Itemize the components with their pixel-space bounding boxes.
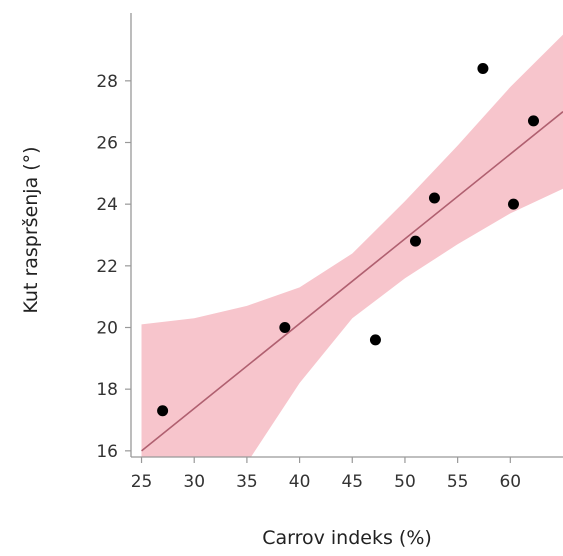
data-point (477, 63, 489, 74)
axes (125, 13, 563, 463)
y-tick-label: 28 (96, 72, 118, 92)
confidence-band-layer (141, 34, 563, 457)
regression-line (141, 111, 563, 452)
y-axis-title: Kut raspršenja (°) (20, 146, 42, 313)
x-tick-label: 25 (131, 472, 153, 492)
data-point (527, 115, 539, 127)
x-axis-title: Carrov indeks (%) (262, 527, 432, 549)
y-tick-label: 16 (96, 442, 118, 462)
y-tick-label: 18 (96, 380, 118, 400)
x-tick-label: 55 (447, 472, 469, 492)
y-tick-label: 20 (96, 319, 118, 339)
x-tick-label: 40 (289, 472, 311, 492)
data-point (428, 192, 440, 204)
y-tick-label: 26 (96, 134, 118, 154)
confidence-band (141, 34, 563, 457)
fit-line-layer (141, 111, 563, 452)
data-point (279, 322, 291, 333)
x-tick-label: 30 (183, 472, 205, 492)
y-tick-label: 22 (96, 257, 118, 277)
x-tick-label: 45 (341, 472, 363, 492)
x-tick-label: 35 (236, 472, 258, 492)
x-tick-label: 60 (499, 472, 521, 492)
points-layer (157, 63, 539, 417)
x-tick-label: 50 (394, 472, 416, 492)
data-point (409, 235, 421, 247)
data-point (157, 405, 169, 417)
data-point (507, 198, 519, 210)
y-tick-label: 24 (96, 195, 118, 215)
tick-labels: 16 18 20 22 24 26 28 25 30 35 40 45 50 55 60 (96, 72, 521, 492)
data-point (369, 334, 381, 346)
